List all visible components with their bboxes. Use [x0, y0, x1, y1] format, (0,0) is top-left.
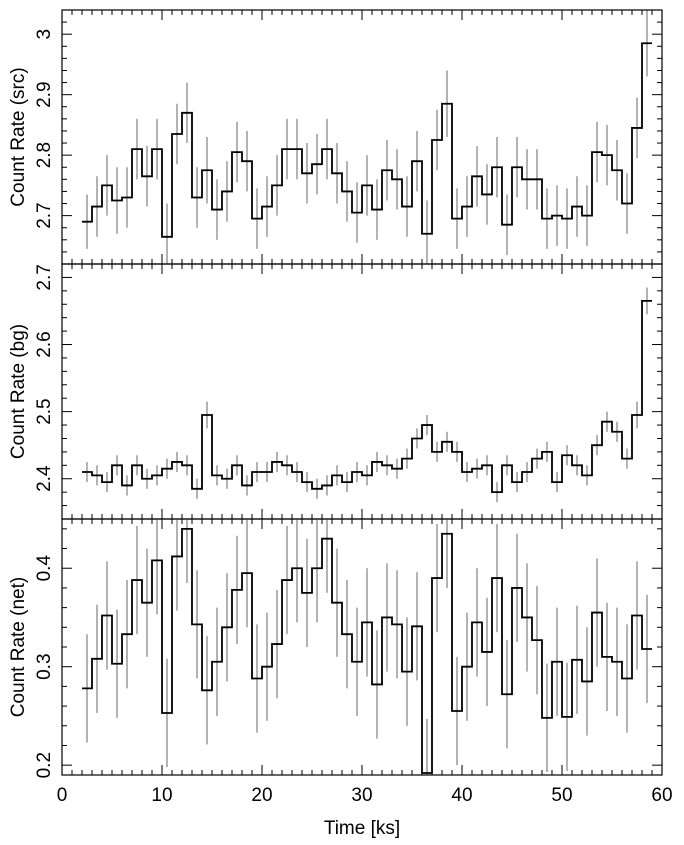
bg-panel: 2.4 2.5 2.6 2.7 Count Rate (bg) [8, 263, 663, 520]
y-tick-label: 2.4 [34, 465, 55, 492]
step-line [82, 527, 652, 774]
src-panel: 2.7 2.8 2.9 3 Count Rate (src) [8, 9, 663, 265]
y-tick-label: 0.3 [34, 653, 55, 679]
x-tick-label: 60 [651, 785, 672, 806]
y-tick-label: 2.6 [34, 331, 55, 357]
step-line [82, 300, 652, 494]
x-tick-label: 0 [57, 785, 68, 806]
x-tick-label: 10 [151, 785, 172, 806]
panel-frame [61, 263, 663, 520]
y-tick-label: 0.2 [34, 752, 55, 778]
y-tick-label: 2.7 [34, 202, 55, 228]
y-tick-label: 3 [34, 29, 55, 40]
error-bars [86, 10, 648, 264]
y-tick-label: 2.9 [34, 81, 55, 107]
y-axis-label: Count Rate (src) [8, 67, 29, 206]
x-tick-label: 30 [351, 785, 372, 806]
x-tick-label: 40 [451, 785, 472, 806]
x-tick-label: 50 [551, 785, 572, 806]
error-bars [86, 519, 648, 775]
y-tick-label: 2.5 [34, 398, 55, 424]
x-axis-label: Time [ks] [324, 818, 400, 839]
error-bars [86, 287, 648, 503]
y-tick-label: 2.7 [34, 264, 55, 290]
y-axis-label: Count Rate (net) [8, 577, 29, 717]
step-line [82, 42, 652, 238]
y-tick-label: 0.4 [34, 555, 55, 582]
y-axis-label: Count Rate (bg) [8, 324, 29, 459]
x-tick-label: 20 [251, 785, 272, 806]
panel-frame [61, 9, 663, 265]
y-tick-label: 2.8 [34, 142, 55, 168]
